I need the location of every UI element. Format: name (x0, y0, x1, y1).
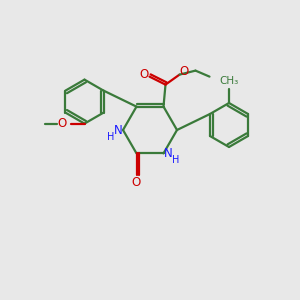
Text: N: N (114, 124, 122, 136)
Text: O: O (58, 117, 67, 130)
Text: H: H (172, 155, 179, 165)
Text: O: O (139, 68, 148, 81)
Text: O: O (132, 176, 141, 189)
Text: CH₃: CH₃ (219, 76, 238, 86)
Text: H: H (107, 132, 115, 142)
Text: N: N (164, 147, 173, 160)
Text: O: O (180, 65, 189, 78)
